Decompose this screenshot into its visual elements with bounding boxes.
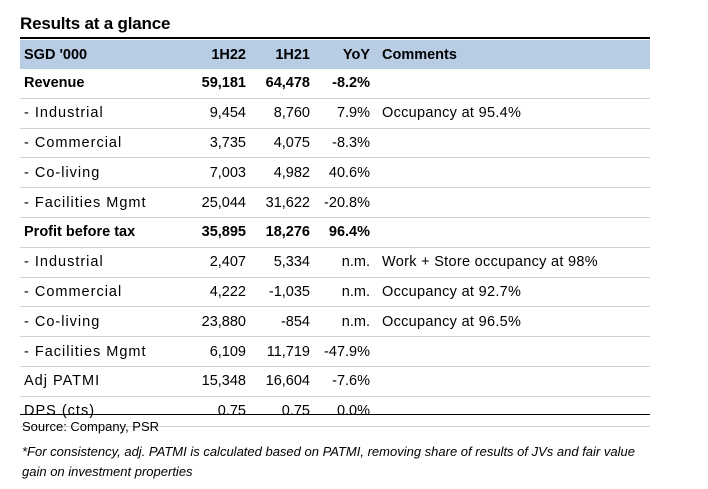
row-1h21-value: 0.75 <box>250 396 314 427</box>
table-row: - Facilities Mgmt 6,109 11,719 -47.9% <box>20 336 650 367</box>
title-divider <box>20 37 650 39</box>
table-body: Revenue 59,181 64,478 -8.2% - Industrial 9,45… <box>20 69 650 427</box>
row-yoy-value: 96.4% <box>314 217 374 248</box>
row-1h21-value: 8,760 <box>250 98 314 129</box>
row-comment: Occupancy at 92.7% <box>374 277 650 308</box>
row-1h21-value: 16,604 <box>250 366 314 397</box>
row-comment <box>374 128 650 159</box>
row-comment <box>374 69 650 99</box>
table-row: - Industrial 9,454 8,760 7.9% Occupancy at 9… <box>20 98 650 129</box>
header-yoy: YoY <box>314 40 374 69</box>
row-1h21-value: 4,982 <box>250 157 314 189</box>
row-yoy-value: -7.6% <box>314 366 374 397</box>
row-1h22-value: 59,181 <box>178 69 250 99</box>
row-yoy-value: -20.8% <box>314 187 374 218</box>
row-comment: Occupancy at 95.4% <box>374 98 650 129</box>
row-1h22-value: 25,044 <box>178 187 250 218</box>
table-row: - Facilities Mgmt 25,044 31,622 -20.8% <box>20 187 650 218</box>
row-label: Adj PATMI <box>20 366 178 397</box>
row-comment <box>374 366 650 397</box>
row-label: - Facilities Mgmt <box>20 187 178 218</box>
row-comment <box>374 336 650 367</box>
row-1h21-value: 18,276 <box>250 217 314 248</box>
header-1h21: 1H21 <box>250 40 314 69</box>
row-label: - Industrial <box>20 98 178 129</box>
row-1h21-value: -1,035 <box>250 277 314 308</box>
row-comment <box>374 396 650 427</box>
source-line: Source: Company, PSR <box>22 419 160 434</box>
table-row: Adj PATMI 15,348 16,604 -7.6% <box>20 366 650 397</box>
row-yoy-value: -8.3% <box>314 128 374 159</box>
row-label: Profit before tax <box>20 217 178 248</box>
table-row: Revenue 59,181 64,478 -8.2% <box>20 69 650 99</box>
row-label: Revenue <box>20 69 178 99</box>
row-1h22-value: 7,003 <box>178 157 250 189</box>
row-1h21-value: 4,075 <box>250 128 314 159</box>
table-row: Profit before tax 35,895 18,276 96.4% <box>20 217 650 248</box>
header-1h22: 1H22 <box>178 40 250 69</box>
row-comment <box>374 187 650 218</box>
row-yoy-value: 40.6% <box>314 157 374 189</box>
row-yoy-value: 7.9% <box>314 98 374 129</box>
row-yoy-value: n.m. <box>314 247 374 278</box>
row-comment: Work + Store occupancy at 98% <box>374 247 650 278</box>
table-header-row: SGD '000 1H22 1H21 YoY Comments <box>20 40 650 69</box>
row-label: - Co-living <box>20 157 178 189</box>
row-yoy-value: -47.9% <box>314 336 374 367</box>
row-1h22-value: 15,348 <box>178 366 250 397</box>
row-yoy-value: -8.2% <box>314 69 374 99</box>
row-comment <box>374 157 650 189</box>
row-yoy-value: n.m. <box>314 277 374 308</box>
page-title: Results at a glance <box>20 14 171 33</box>
row-label: - Industrial <box>20 247 178 278</box>
row-1h21-value: 11,719 <box>250 336 314 367</box>
results-table: SGD '000 1H22 1H21 YoY Comments Revenue 5… <box>20 40 650 427</box>
row-1h22-value: 2,407 <box>178 247 250 278</box>
row-label: - Commercial <box>20 128 178 159</box>
table-bottom-divider <box>20 414 650 415</box>
row-comment: Occupancy at 96.5% <box>374 306 650 338</box>
row-1h22-value: 4,222 <box>178 277 250 308</box>
row-1h21-value: 64,478 <box>250 69 314 99</box>
row-1h22-value: 0.75 <box>178 396 250 427</box>
header-comments: Comments <box>374 40 650 69</box>
table-row: - Co-living 7,003 4,982 40.6% <box>20 157 650 189</box>
row-1h21-value: 5,334 <box>250 247 314 278</box>
header-metric: SGD '000 <box>20 40 178 69</box>
row-1h21-value: -854 <box>250 306 314 338</box>
row-1h21-value: 31,622 <box>250 187 314 218</box>
row-yoy-value: 0.0% <box>314 396 374 427</box>
table-row: - Commercial 3,735 4,075 -8.3% <box>20 128 650 159</box>
row-label: - Commercial <box>20 277 178 308</box>
row-label: - Facilities Mgmt <box>20 336 178 367</box>
row-1h22-value: 6,109 <box>178 336 250 367</box>
row-1h22-value: 3,735 <box>178 128 250 159</box>
row-label: - Co-living <box>20 306 178 338</box>
footnote: *For consistency, adj. PATMI is calculat… <box>22 444 635 479</box>
row-label: DPS (cts) <box>20 396 178 427</box>
row-comment <box>374 217 650 248</box>
table-row: DPS (cts) 0.75 0.75 0.0% <box>20 396 650 427</box>
table-row: - Industrial 2,407 5,334 n.m. Work + Store o… <box>20 247 650 278</box>
table-row: - Commercial 4,222 -1,035 n.m. Occupancy at … <box>20 277 650 308</box>
row-1h22-value: 23,880 <box>178 306 250 338</box>
row-yoy-value: n.m. <box>314 306 374 338</box>
row-1h22-value: 35,895 <box>178 217 250 248</box>
row-1h22-value: 9,454 <box>178 98 250 129</box>
table-row: - Co-living 23,880 -854 n.m. Occupancy at 96… <box>20 306 650 338</box>
